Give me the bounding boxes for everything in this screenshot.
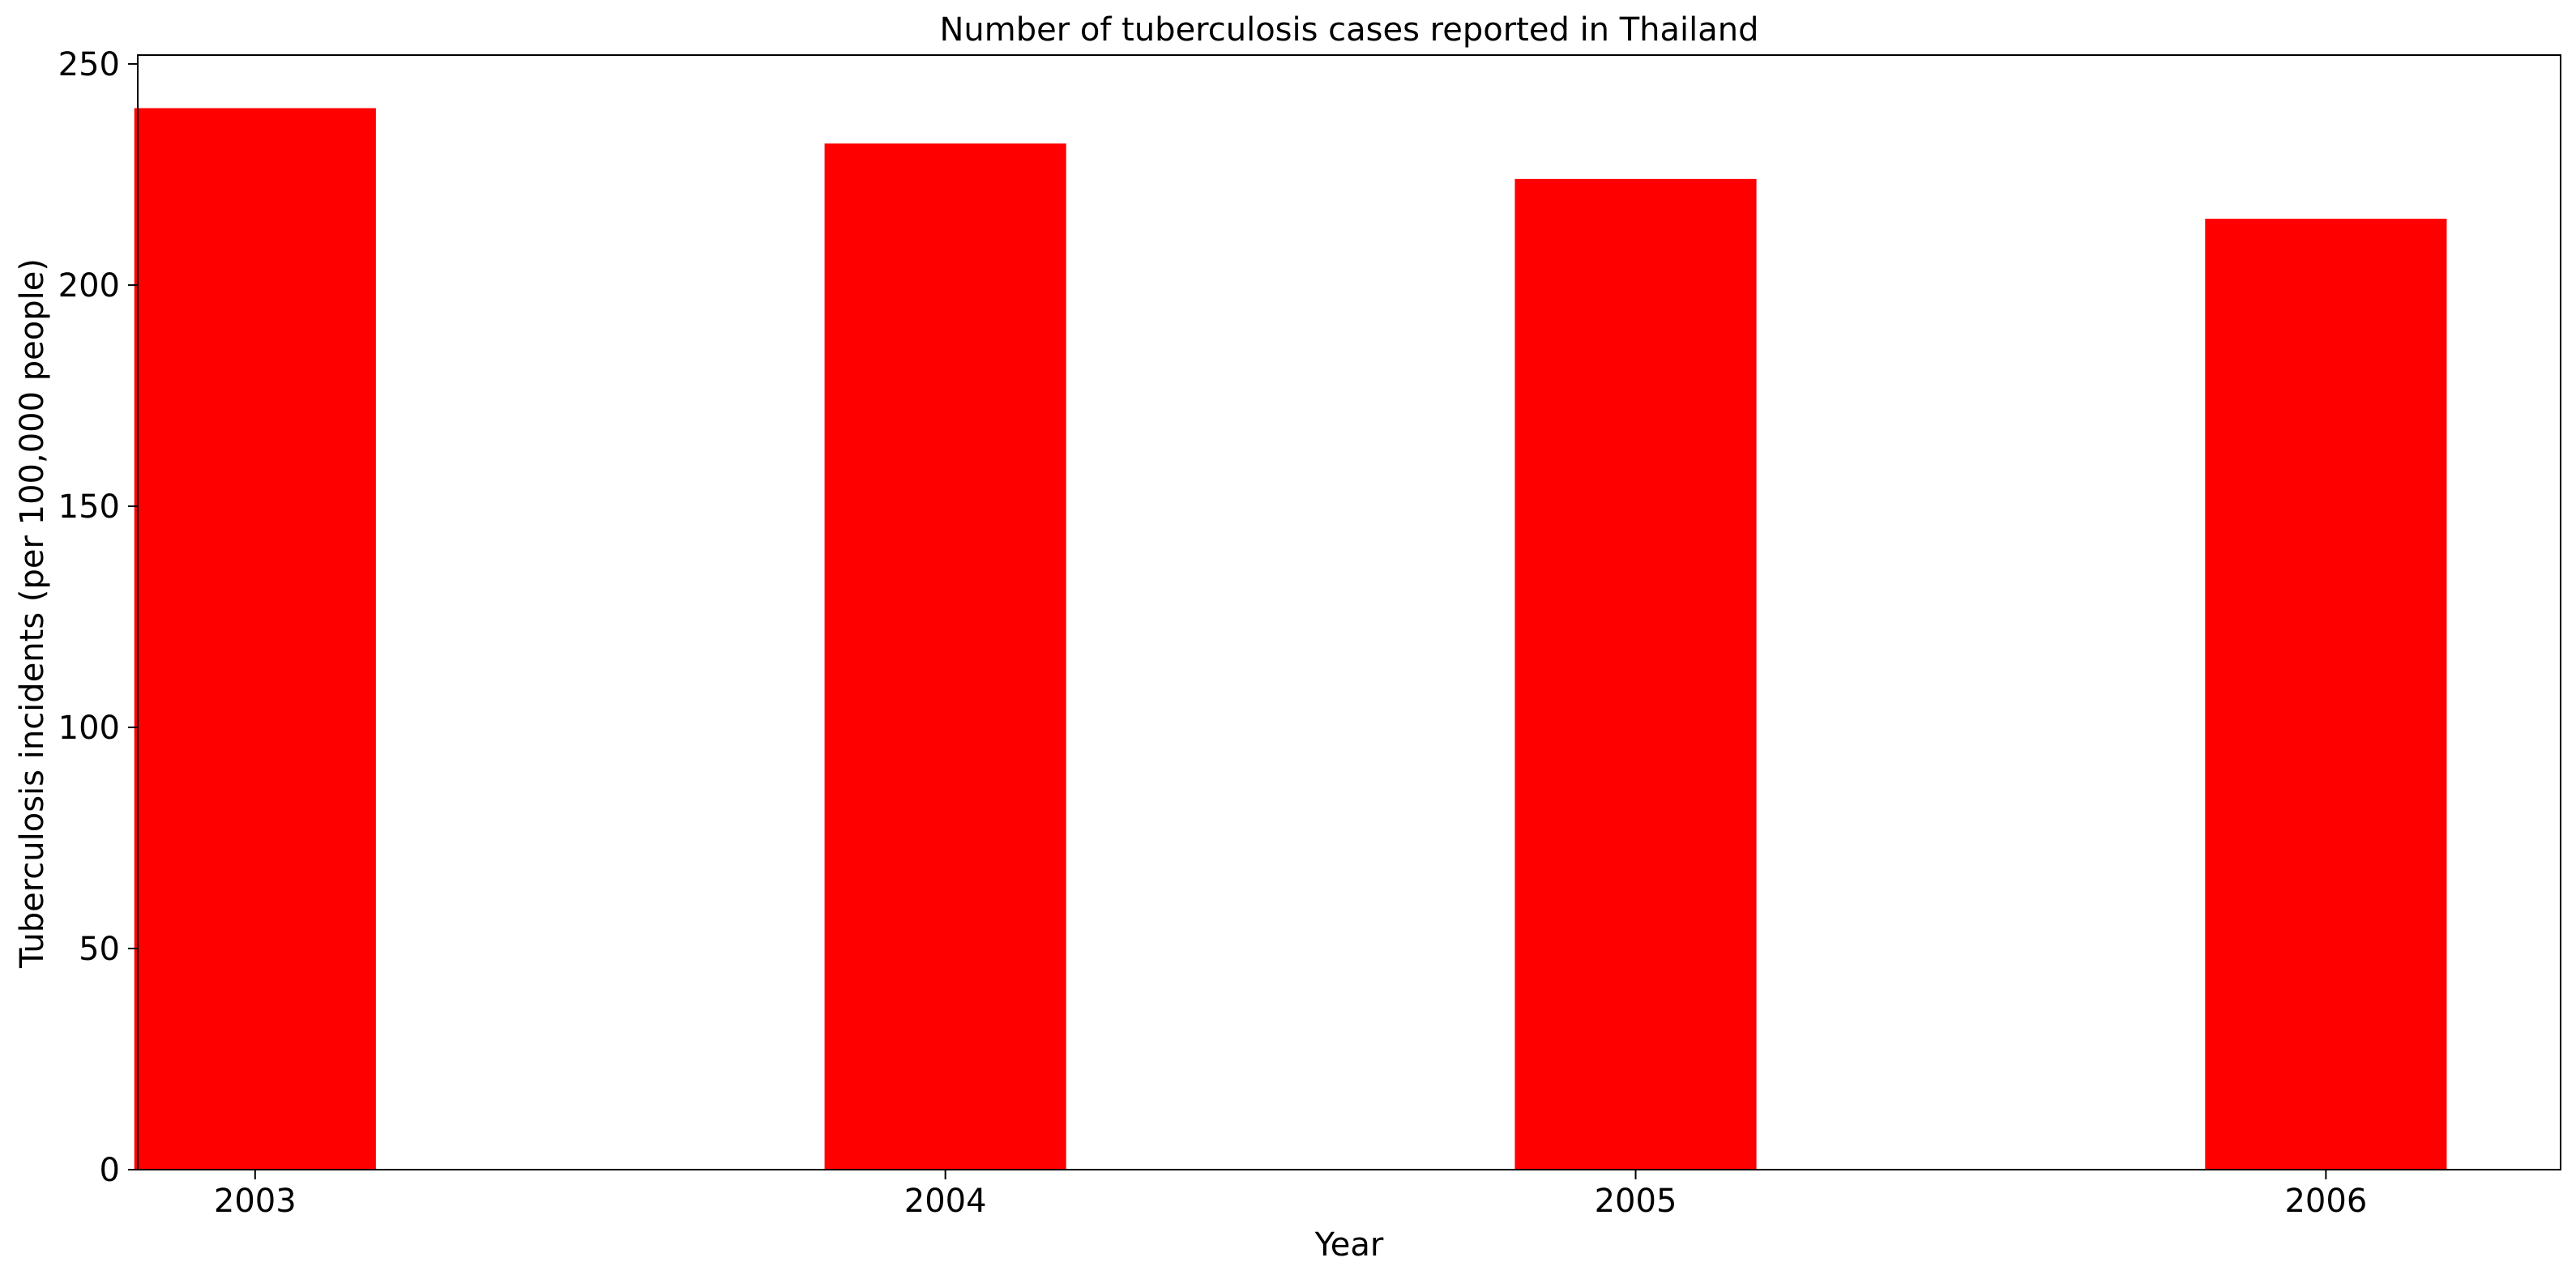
chart-title: Number of tuberculosis cases reported in…	[939, 11, 1758, 49]
y-tick-label-150: 150	[58, 488, 120, 526]
plot-frame	[137, 54, 2561, 1170]
x-tick-label-2006: 2006	[2284, 1183, 2367, 1220]
bar-2006	[2205, 219, 2447, 1170]
x-tick-label-2004: 2004	[904, 1183, 987, 1220]
plot-area: 0 50 100 150 200 250 2003 2004 2005 2006	[58, 46, 2561, 1220]
y-axis-label: Tuberculosis incidents (per 100,000 peop…	[14, 258, 51, 969]
y-tick-label-0: 0	[100, 1152, 120, 1189]
y-tick-label-200: 200	[58, 267, 120, 305]
bar-2004	[824, 143, 1066, 1170]
x-tick-label-2005: 2005	[1595, 1183, 1677, 1220]
bar-2005	[1514, 178, 1757, 1170]
x-tick-label-2003: 2003	[214, 1183, 297, 1220]
y-tick-label-50: 50	[79, 931, 120, 968]
bar-2003	[134, 108, 376, 1170]
y-tick-label-100: 100	[58, 710, 120, 747]
y-tick-label-250: 250	[58, 46, 120, 83]
x-axis-label: Year	[1314, 1226, 1384, 1264]
